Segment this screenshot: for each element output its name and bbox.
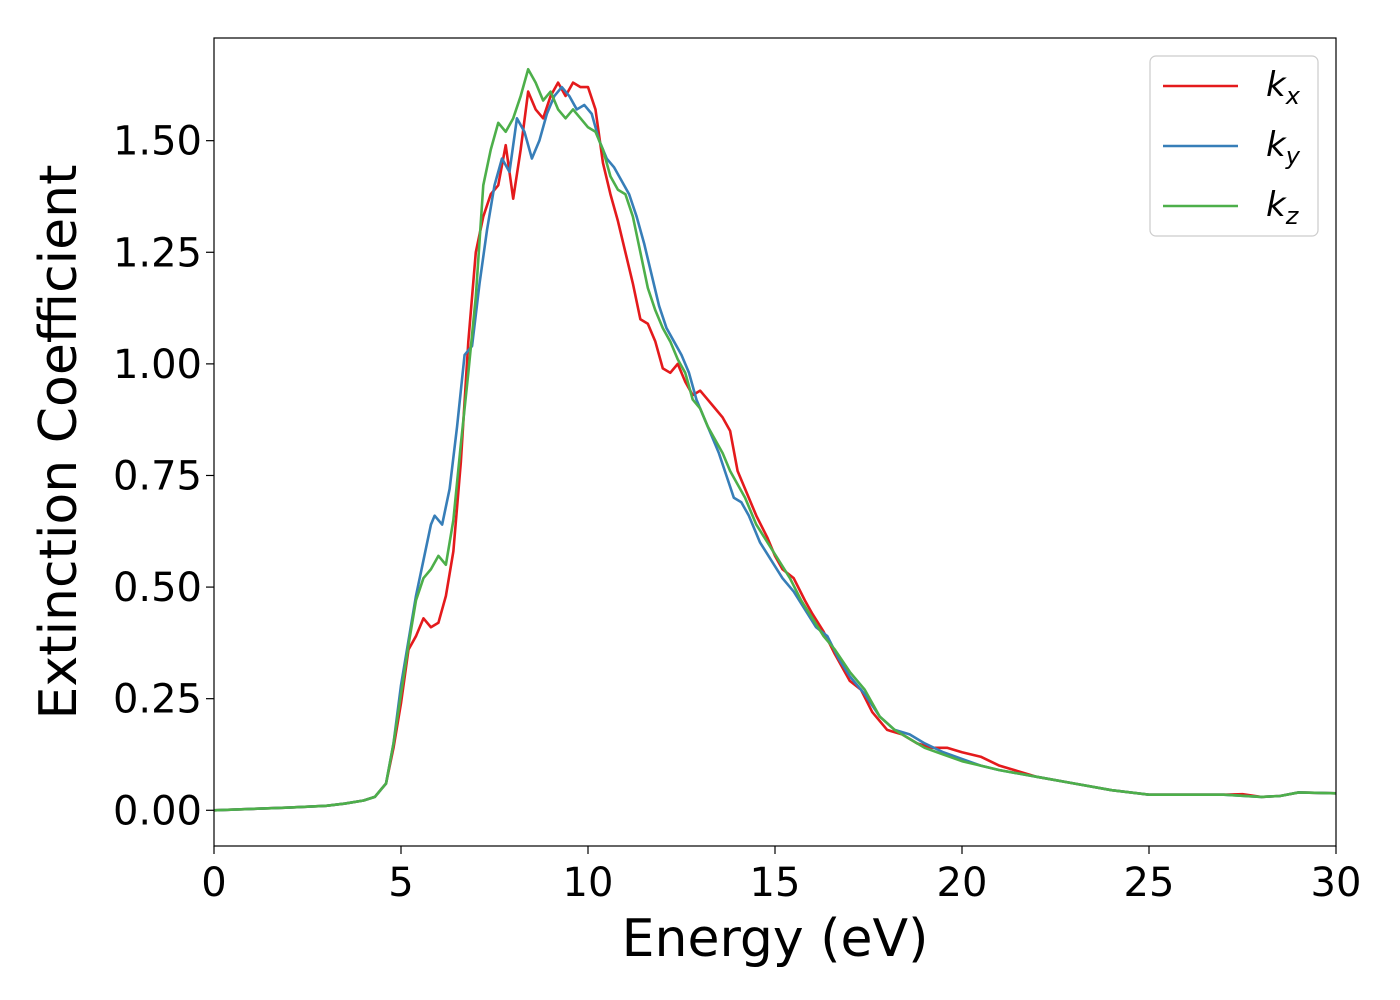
x-tick-label: 20 (937, 860, 988, 906)
y-tick-label: 0.50 (113, 565, 202, 611)
x-tick-label: 10 (563, 860, 614, 906)
series-layer (213, 67, 1337, 812)
x-tick-label: 0 (201, 860, 226, 906)
y-axis: 0.00 0.25 0.50 0.75 1.00 1.25 1.50 (113, 119, 214, 834)
series-line-y (213, 85, 1337, 812)
y-axis-title: Extinction Coefficient (29, 165, 89, 720)
x-axis-title: Energy (eV) (622, 909, 929, 969)
legend: kx ky kz (1149, 55, 1319, 237)
x-axis: 0 5 10 15 20 25 30 (201, 846, 1361, 906)
legend-label-y: ky (1266, 125, 1301, 170)
y-tick-label: 1.25 (113, 230, 202, 276)
x-tick-label: 5 (388, 860, 413, 906)
legend-label-x: kx (1266, 65, 1301, 110)
series-line-z (213, 67, 1337, 812)
y-tick-label: 1.00 (113, 342, 202, 388)
x-tick-label: 15 (750, 860, 801, 906)
x-tick-label: 30 (1311, 860, 1362, 906)
series-line-x (213, 81, 1337, 812)
y-tick-label: 0.00 (113, 788, 202, 834)
legend-label-z: kz (1266, 185, 1300, 230)
x-tick-label: 25 (1124, 860, 1175, 906)
y-tick-label: 1.50 (113, 119, 202, 165)
y-tick-label: 0.25 (113, 677, 202, 723)
y-tick-label: 0.75 (113, 453, 202, 499)
